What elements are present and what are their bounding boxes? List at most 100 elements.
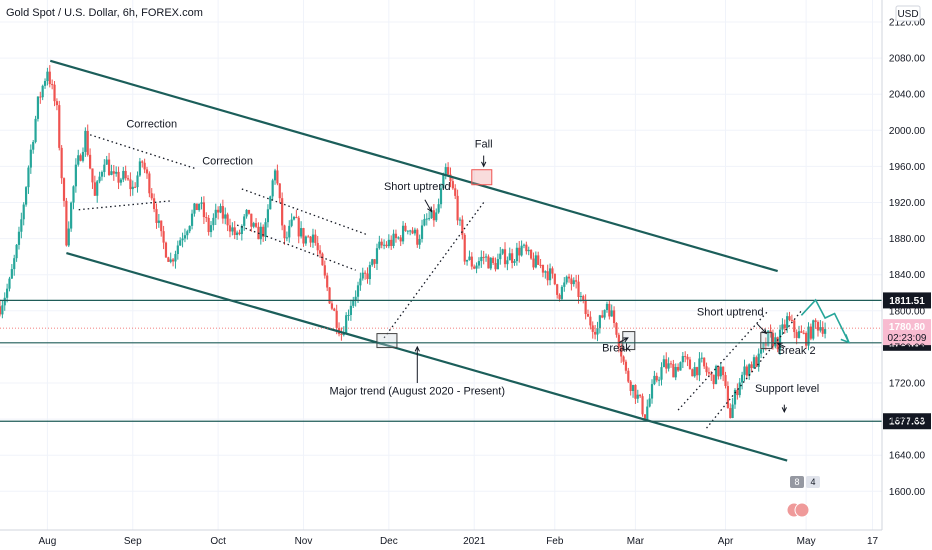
candle-body <box>681 356 684 363</box>
candle-body <box>672 363 675 378</box>
candle-body <box>307 236 310 238</box>
candle-body <box>46 71 49 82</box>
candle-body <box>503 249 507 265</box>
candle-body <box>62 178 66 201</box>
event-count-badge[interactable] <box>806 476 820 488</box>
annotation-label: Support level <box>755 383 819 395</box>
candle-body <box>425 218 428 220</box>
candle-body <box>714 366 718 385</box>
candle-body <box>589 316 592 326</box>
candle-body <box>8 278 11 289</box>
major-trend-box[interactable] <box>376 333 398 349</box>
candle-body <box>176 245 179 255</box>
candle-body <box>560 286 564 299</box>
candle-body <box>145 169 149 174</box>
flag-icon[interactable] <box>794 502 810 518</box>
event-count-badge[interactable] <box>790 476 804 488</box>
candle-body <box>544 271 547 273</box>
candle-body <box>816 322 820 331</box>
candle-body <box>271 180 274 197</box>
candle-body <box>186 231 189 236</box>
candle-body <box>262 226 265 237</box>
candle-body <box>534 255 537 268</box>
candle-body <box>22 204 25 220</box>
time-tick-label: Oct <box>210 536 226 547</box>
event-count-label: 4 <box>810 477 815 487</box>
candle-body <box>15 244 18 259</box>
candle-body <box>309 236 312 243</box>
candle-body <box>669 363 673 365</box>
candle-body <box>506 260 509 265</box>
candle-body <box>515 247 518 262</box>
candle-body <box>53 84 56 102</box>
candle-body <box>788 316 791 320</box>
candle-body <box>93 182 96 196</box>
candle-body <box>809 326 812 339</box>
channel-line-lower[interactable] <box>66 251 788 462</box>
candle-body <box>693 367 696 377</box>
price-tick-label: 2000.00 <box>889 126 926 137</box>
candle-body <box>738 382 741 396</box>
candle-body <box>342 333 345 335</box>
candle-body <box>527 249 530 252</box>
candle-body <box>352 300 355 306</box>
break-2-box[interactable] <box>760 332 773 350</box>
time-tick-label: Apr <box>718 536 734 547</box>
projection-line[interactable] <box>800 298 850 343</box>
candle-body <box>39 96 42 98</box>
candle-body <box>10 269 13 279</box>
candle-body <box>347 314 350 316</box>
candle-body <box>679 362 682 371</box>
break-2-arrow-head <box>776 342 783 348</box>
candle-body <box>513 261 516 263</box>
candle-body <box>169 259 172 262</box>
candle-body <box>55 101 59 106</box>
short-uptrend-line[interactable] <box>383 202 485 339</box>
support-level-arrow-head <box>781 407 787 414</box>
candle-body <box>520 245 523 256</box>
candle-body <box>340 333 343 335</box>
candle-body <box>759 349 763 354</box>
level-price-tag <box>883 413 931 430</box>
candle-body <box>634 384 637 399</box>
candle-body <box>790 319 794 321</box>
candle-body <box>807 326 810 346</box>
candle-body <box>252 223 255 227</box>
candle-body <box>529 249 533 259</box>
candle-body <box>667 363 670 369</box>
candle-body <box>805 332 808 346</box>
price-tick-label: 2120.00 <box>889 18 926 29</box>
candle-body <box>24 187 28 205</box>
candle-body <box>43 81 47 86</box>
fall-box[interactable] <box>471 169 493 186</box>
channel-line-upper[interactable] <box>49 59 778 273</box>
time-axis[interactable]: Aug Sep Oct Nov Dec 2021 Feb Mar Apr May 17 <box>39 536 879 547</box>
price-tick-label: 1600.00 <box>889 487 926 498</box>
currency-badge-label: USD <box>897 9 918 20</box>
time-tick-label: 17 <box>867 536 879 547</box>
currency-badge[interactable] <box>895 5 921 22</box>
candle-body <box>477 261 481 266</box>
price-axis[interactable]: 2120.00 2080.00 2040.00 2000.00 1960.00 1920.… <box>889 18 926 498</box>
price-tick-label: 2080.00 <box>889 54 926 65</box>
correction-2-lower-line[interactable] <box>236 224 356 271</box>
candle-body <box>219 206 222 213</box>
short-uptrend-arrow-head <box>427 206 433 213</box>
candle-body <box>631 384 635 392</box>
candle-body <box>366 273 369 280</box>
candle-body <box>617 334 620 348</box>
candle-body <box>612 310 616 324</box>
candle-body <box>511 253 514 263</box>
candle-body <box>778 329 782 350</box>
candle-body <box>17 231 21 245</box>
candle-body <box>532 258 535 268</box>
correction-1-upper-line[interactable] <box>89 134 195 169</box>
candle-body <box>0 306 2 315</box>
event-badges[interactable]: 8 4 <box>786 476 820 518</box>
candle-body <box>636 394 639 399</box>
candle-body <box>240 225 243 235</box>
candle-body <box>323 265 326 276</box>
candle-body <box>586 314 590 317</box>
candle-body <box>458 219 462 221</box>
